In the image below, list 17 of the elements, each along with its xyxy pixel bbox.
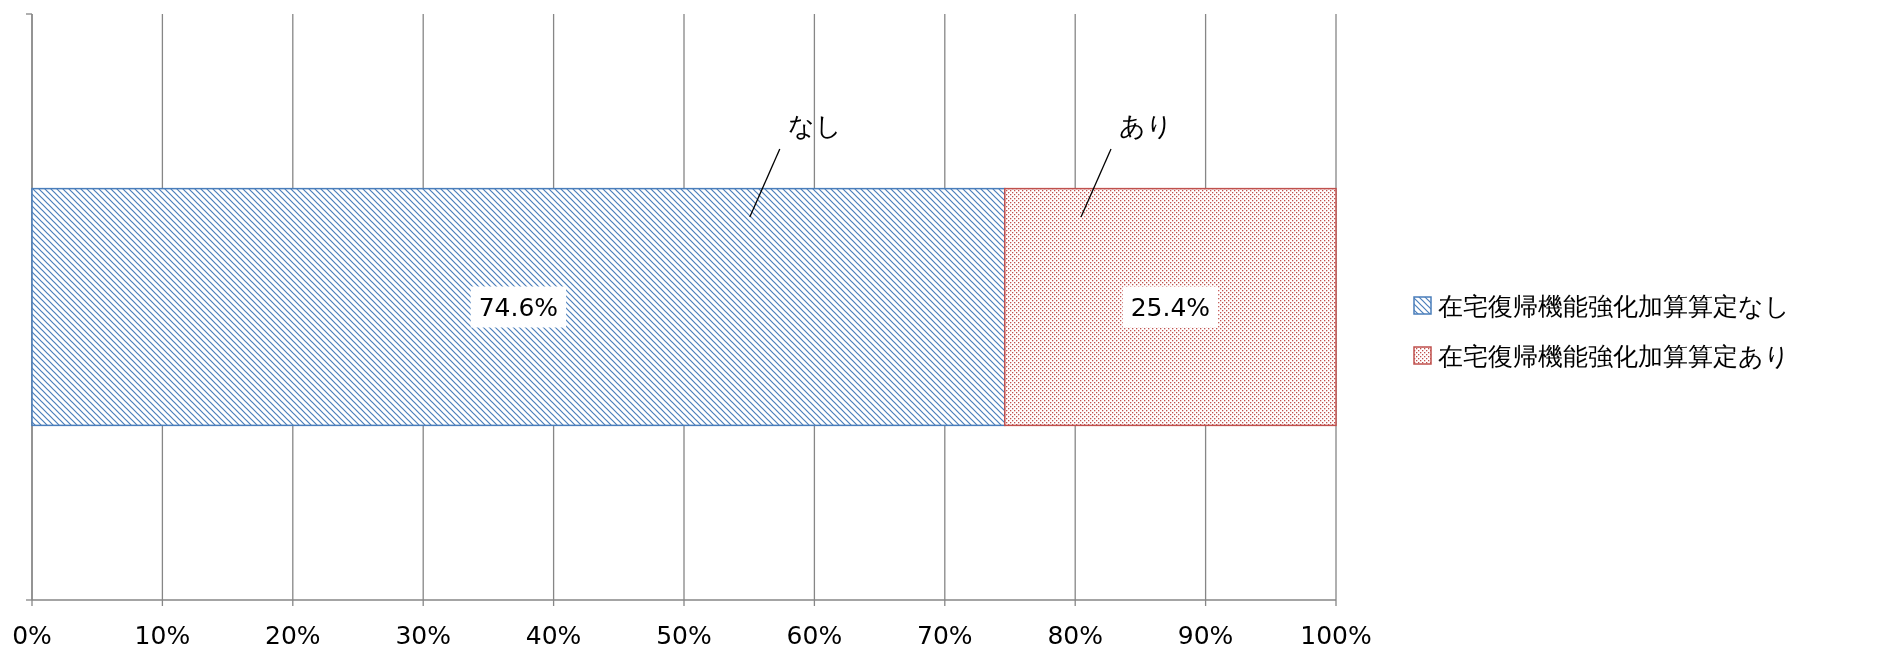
- data-label: 74.6%: [478, 292, 559, 322]
- x-tick-label: 30%: [395, 621, 451, 650]
- x-tick-label: 50%: [656, 621, 712, 650]
- x-tick-label: 100%: [1300, 621, 1372, 650]
- x-tick-label: 60%: [786, 621, 843, 650]
- x-tick-label: 80%: [1047, 621, 1103, 650]
- x-tick-label: 10%: [134, 621, 191, 650]
- x-tick-label: 40%: [525, 621, 582, 650]
- x-tick-label: 70%: [917, 621, 973, 650]
- legend-label: 在宅復帰機能強化加算算定なし: [1438, 291, 1790, 321]
- annotation: あり: [1119, 111, 1173, 142]
- data-label: 25.4%: [1130, 292, 1211, 322]
- legend-label: 在宅復帰機能強化加算算定あり: [1438, 341, 1790, 371]
- x-tick-label: 20%: [265, 621, 321, 650]
- x-tick-label: 0%: [12, 621, 52, 650]
- annotation: なし: [787, 111, 842, 142]
- x-tick-label: 90%: [1177, 621, 1234, 650]
